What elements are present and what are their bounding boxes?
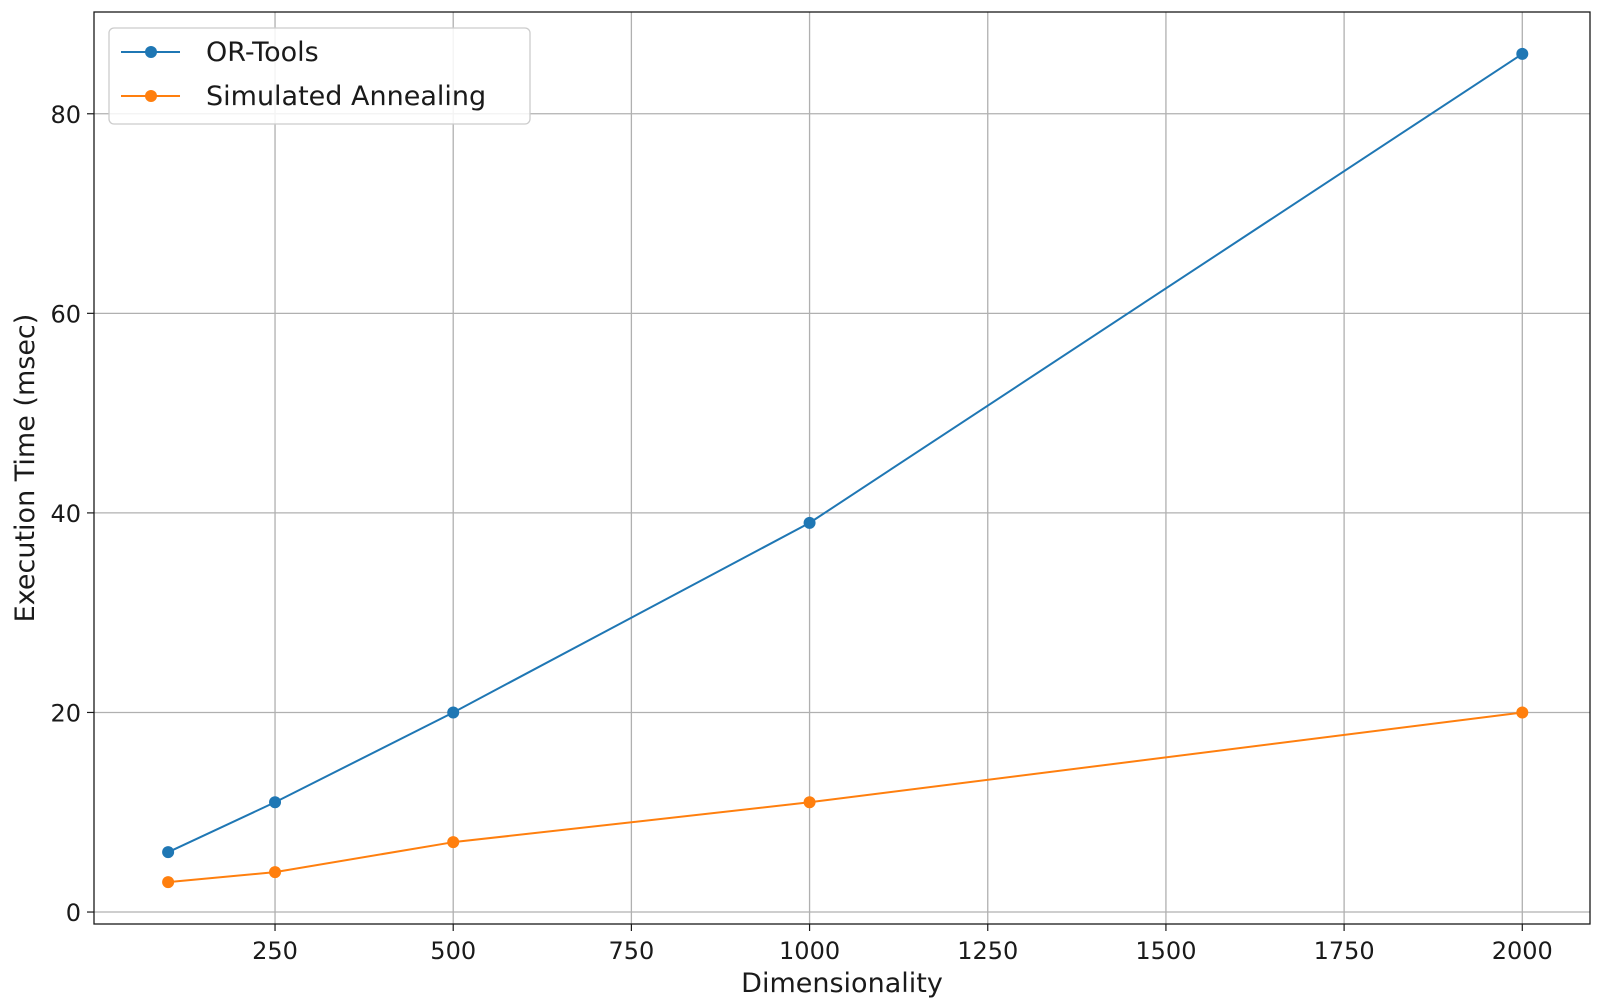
legend-swatch-simulated-annealing-marker (145, 90, 157, 102)
data-point-or-tools (269, 796, 282, 809)
data-point-simulated-annealing (803, 796, 816, 809)
data-point-or-tools (162, 846, 175, 859)
gridlines (94, 12, 1590, 924)
y-tick-label: 80 (50, 101, 81, 129)
x-tick-label: 1750 (1314, 937, 1375, 965)
axis-ticks: 250 500 750 1000 1250 1500 1750 2000 0 20 40 60 80 (50, 101, 1552, 965)
x-tick-label: 250 (252, 937, 298, 965)
y-tick-label: 20 (50, 699, 81, 727)
data-point-or-tools (1516, 47, 1529, 60)
data-point-simulated-annealing (1516, 706, 1529, 719)
x-tick-label: 500 (430, 937, 476, 965)
y-tick-label: 40 (50, 500, 81, 528)
plot-frame (93, 11, 1591, 925)
x-tick-label: 750 (608, 937, 654, 965)
data-point-simulated-annealing (269, 866, 282, 879)
x-tick-label: 1500 (1135, 937, 1196, 965)
legend: OR-Tools Simulated Annealing (108, 27, 531, 125)
legend-box (108, 27, 531, 125)
y-axis-label: Execution Time (msec) (10, 314, 41, 623)
y-tick-label: 0 (66, 899, 81, 927)
x-tick-label: 2000 (1492, 937, 1553, 965)
data-point-or-tools (803, 516, 816, 529)
legend-label-simulated-annealing: Simulated Annealing (206, 81, 486, 112)
data-point-simulated-annealing (447, 836, 460, 849)
x-tick-label: 1250 (957, 937, 1018, 965)
legend-label-or-tools: OR-Tools (206, 37, 319, 68)
series-layer (162, 47, 1529, 889)
x-axis-label: Dimensionality (741, 968, 943, 999)
x-tick-label: 1000 (779, 937, 840, 965)
y-tick-label: 60 (50, 300, 81, 328)
data-point-or-tools (447, 706, 460, 719)
data-point-simulated-annealing (162, 876, 175, 889)
legend-swatch-or-tools-marker (145, 46, 157, 58)
